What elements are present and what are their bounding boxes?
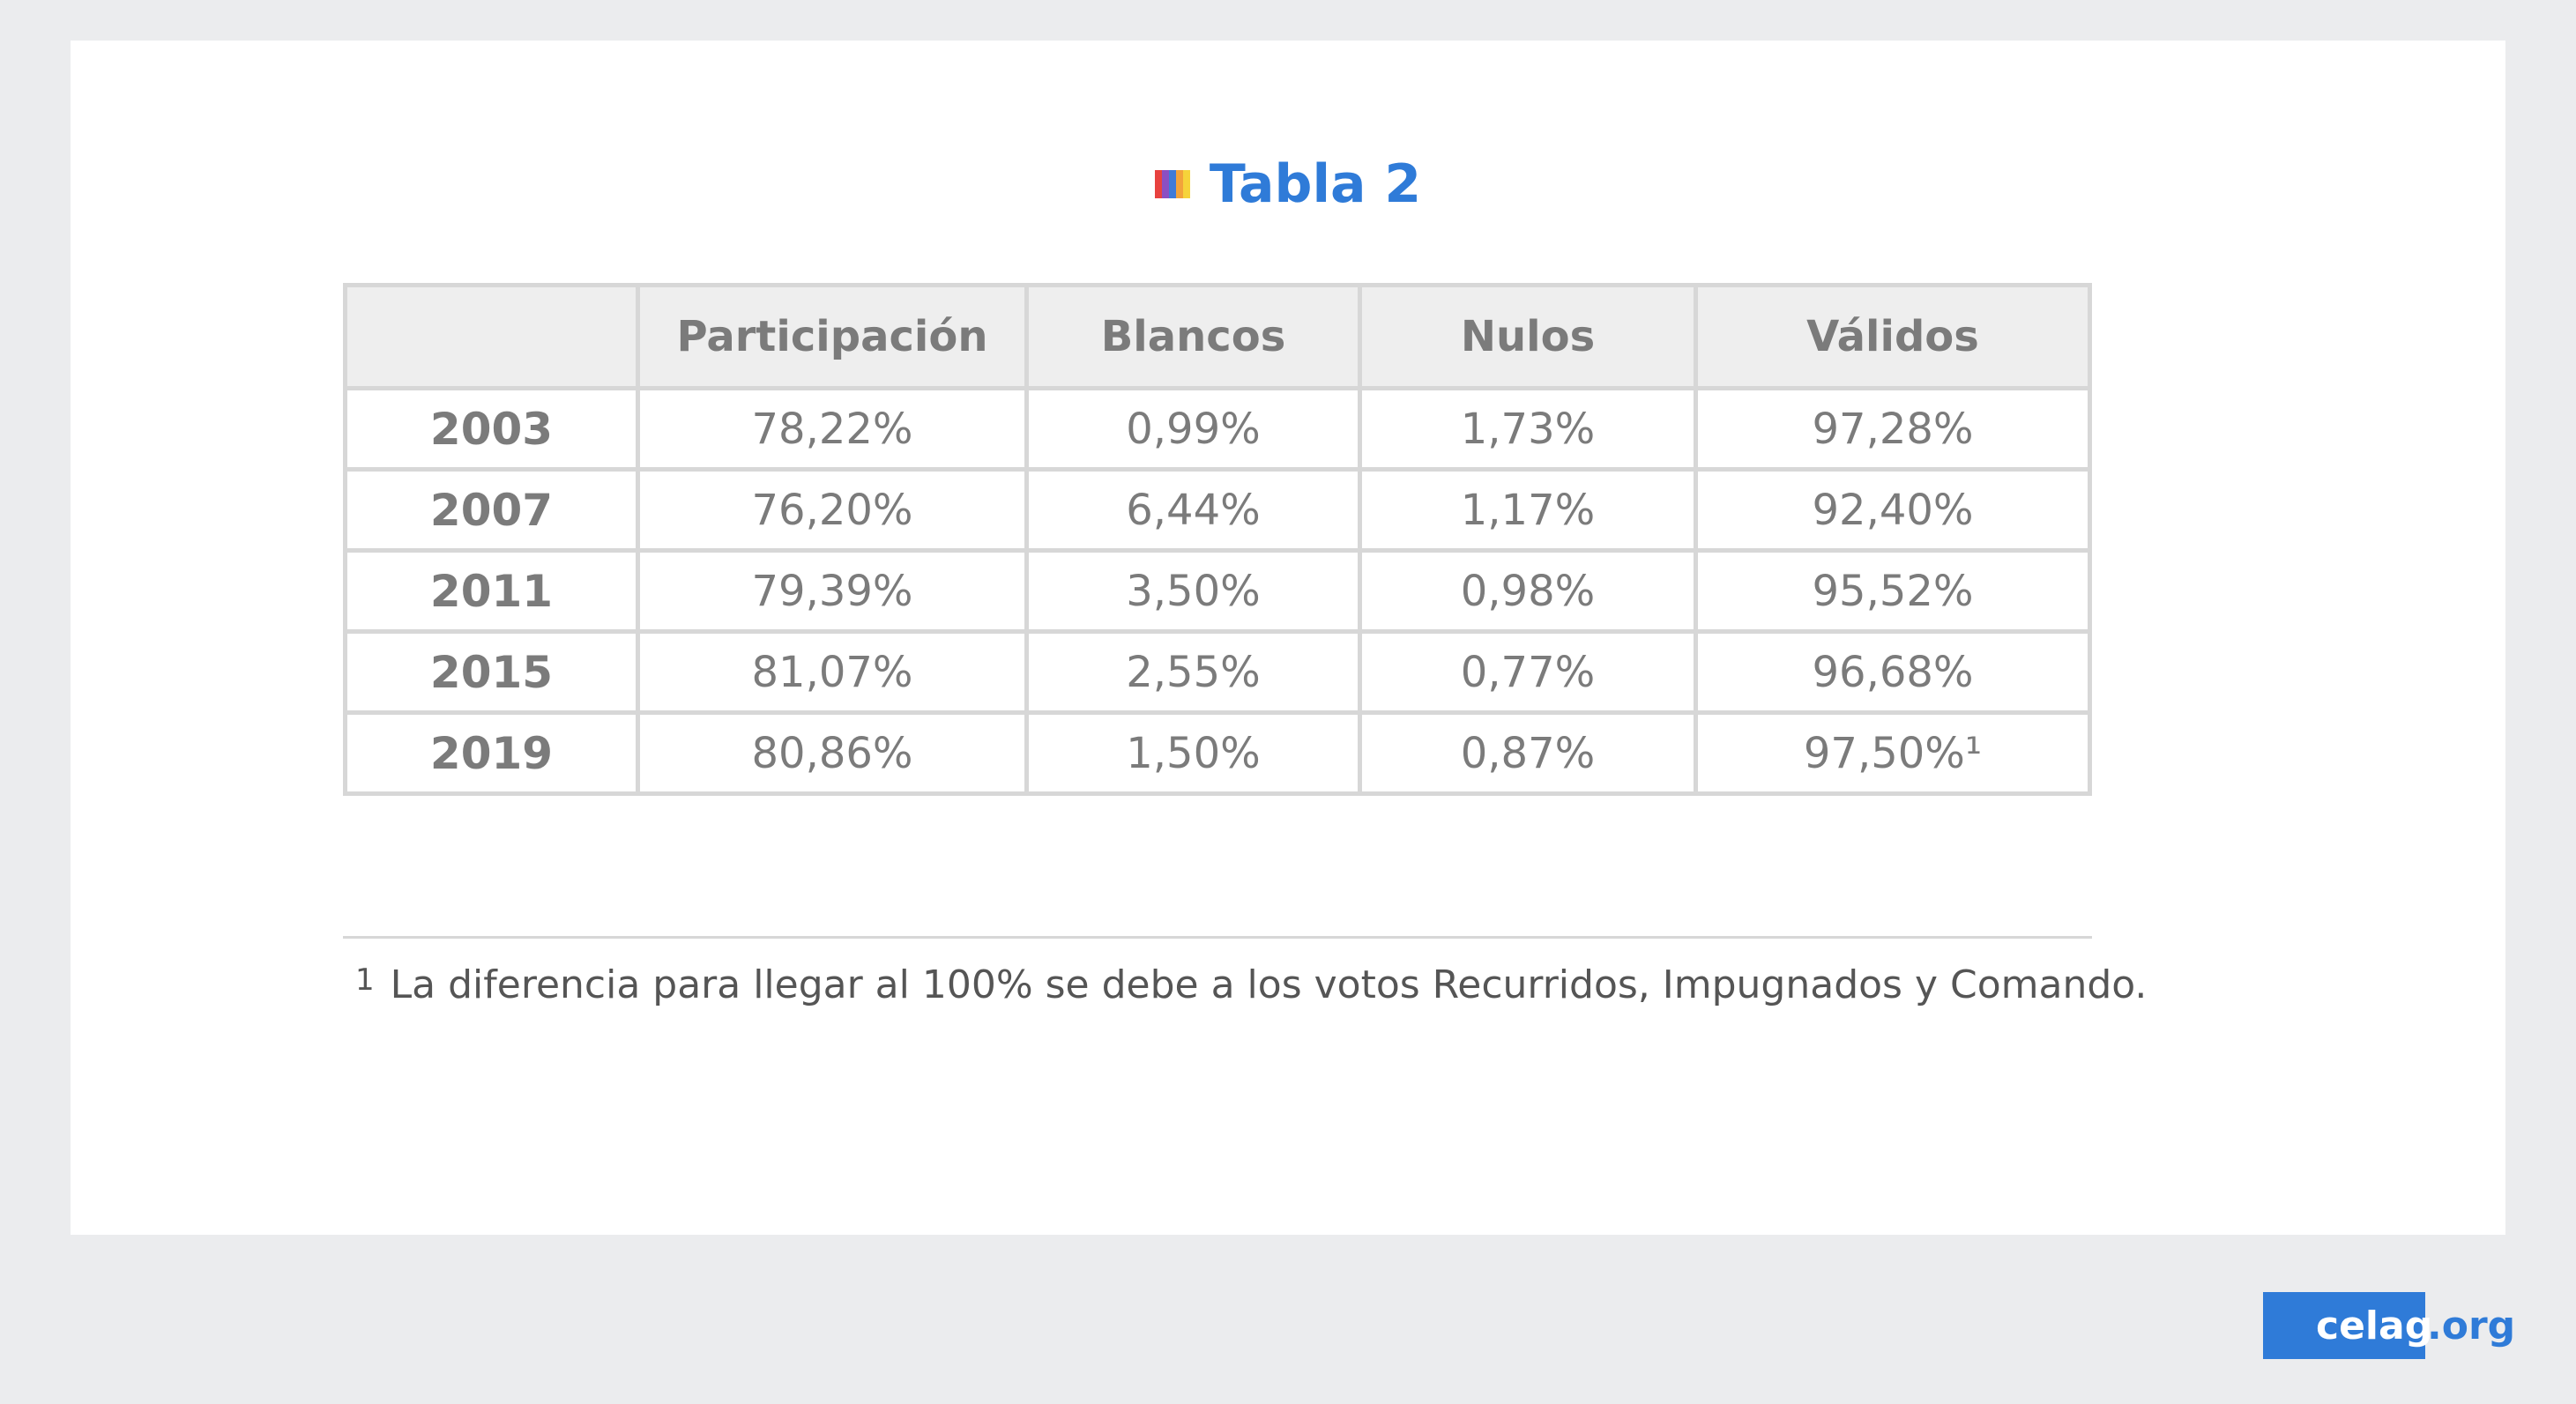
table-row: 2015 81,07% 2,55% 0,77% 96,68% (343, 629, 2092, 715)
brand-logo: celag .org (2263, 1292, 2515, 1359)
stripe-0 (1154, 170, 1162, 198)
blancos-cell: 0,99% (1024, 386, 1362, 472)
nulos-cell: 1,17% (1358, 467, 1698, 553)
blancos-cell: 3,50% (1024, 548, 1362, 634)
stripe-3 (1175, 170, 1183, 198)
participacion-cell: 78,22% (636, 386, 1029, 472)
year-cell: 2003 (343, 386, 640, 472)
participacion-cell: 81,07% (636, 629, 1029, 715)
table-title: Tabla 2 (1209, 153, 1422, 215)
year-cell: 2019 (343, 710, 640, 796)
participacion-cell: 80,86% (636, 710, 1029, 796)
participacion-cell: 79,39% (636, 548, 1029, 634)
color-stripes-icon (1154, 170, 1190, 198)
nulos-cell: 0,77% (1358, 629, 1698, 715)
header-cell-nulos: Nulos (1358, 283, 1698, 390)
brand-suffix: .org (2427, 1303, 2516, 1348)
header-cell-participacion: Participación (636, 283, 1029, 390)
nulos-cell: 0,98% (1358, 548, 1698, 634)
footnote-text: La diferencia para llegar al 100% se deb… (390, 962, 2148, 1007)
validos-cell: 96,68% (1694, 629, 2092, 715)
stripe-1 (1161, 170, 1169, 198)
validos-cell: 92,40% (1694, 467, 2092, 553)
table-row: 2019 80,86% 1,50% 0,87% 97,50%¹ (343, 710, 2092, 796)
header-cell-validos: Válidos (1694, 283, 2092, 390)
validos-cell: 97,28% (1694, 386, 2092, 472)
year-cell: 2007 (343, 467, 640, 553)
table-row: 2007 76,20% 6,44% 1,17% 92,40% (343, 467, 2092, 553)
table-row: 2011 79,39% 3,50% 0,98% 95,52% (343, 548, 2092, 634)
blancos-cell: 1,50% (1024, 710, 1362, 796)
footnote-mark: 1 (355, 962, 375, 998)
footnote-divider (343, 936, 2092, 939)
blancos-cell: 2,55% (1024, 629, 1362, 715)
blancos-cell: 6,44% (1024, 467, 1362, 553)
title-row: Tabla 2 (71, 153, 2505, 215)
header-cell-blancos: Blancos (1024, 283, 1362, 390)
validos-cell: 95,52% (1694, 548, 2092, 634)
header-cell-empty (343, 283, 640, 390)
brand-name: celag (2263, 1292, 2432, 1359)
table-row: 2003 78,22% 0,99% 1,73% 97,28% (343, 386, 2092, 472)
nulos-cell: 0,87% (1358, 710, 1698, 796)
stripe-2 (1168, 170, 1176, 198)
data-table: Participación Blancos Nulos Válidos 2003… (343, 283, 2092, 796)
stripe-4 (1182, 170, 1190, 198)
footnote: 1 La diferencia para llegar al 100% se de… (355, 962, 2147, 1007)
year-cell: 2011 (343, 548, 640, 634)
table-header-row: Participación Blancos Nulos Válidos (343, 283, 2092, 390)
validos-cell: 97,50%¹ (1694, 710, 2092, 796)
nulos-cell: 1,73% (1358, 386, 1698, 472)
year-cell: 2015 (343, 629, 640, 715)
participacion-cell: 76,20% (636, 467, 1029, 553)
